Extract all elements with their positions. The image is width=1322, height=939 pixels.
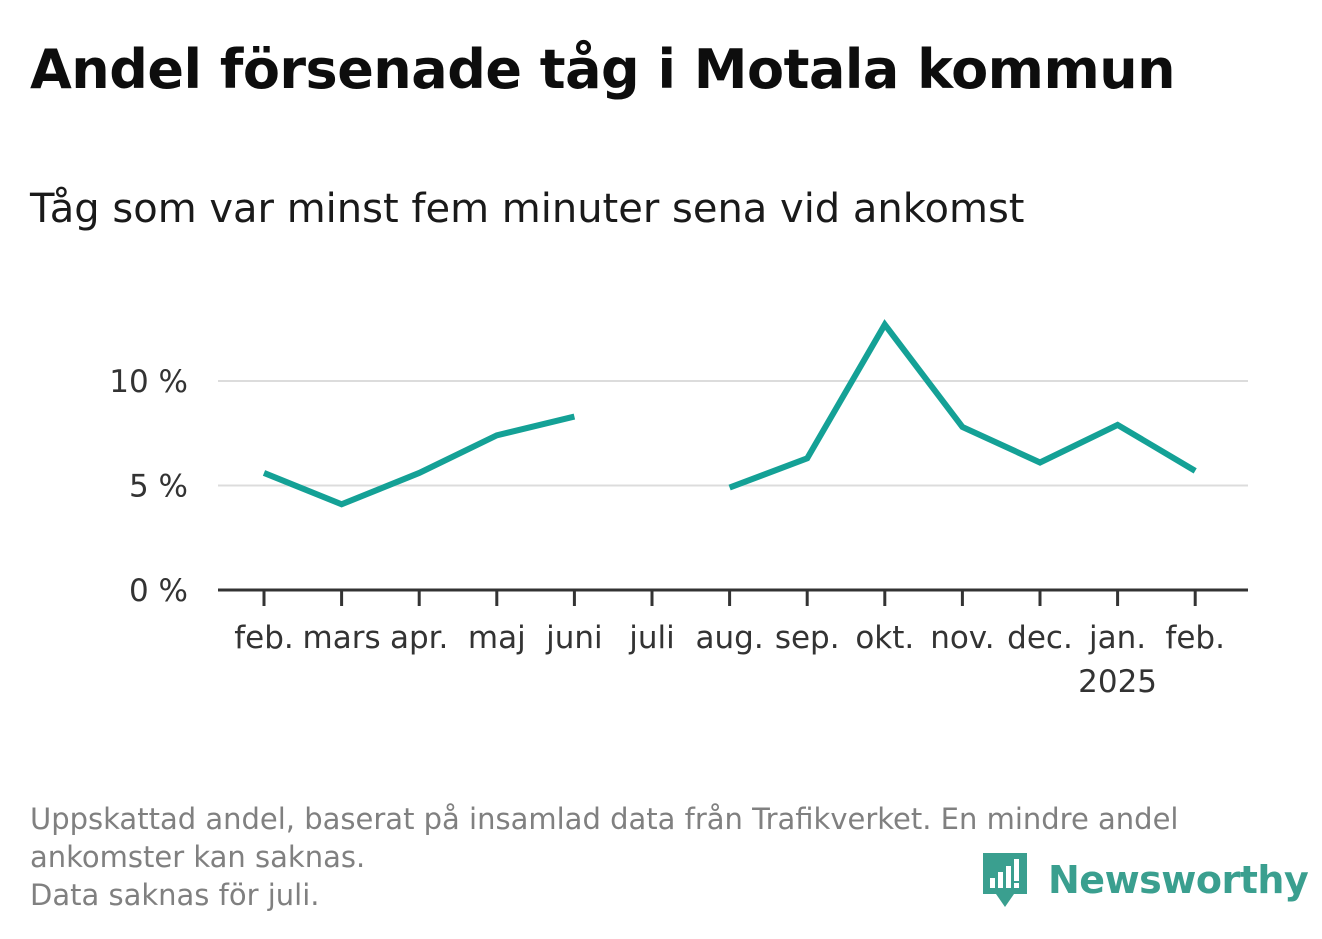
chart-title: Andel försenade tåg i Motala kommun	[30, 38, 1176, 101]
x-axis-tick-labels: feb. mars apr. maj juni juli aug. sep. okt. nov. d…	[234, 620, 1225, 700]
y-tick-label: 5 %	[129, 469, 188, 505]
x-tick-label: sep.	[775, 620, 840, 656]
newsworthy-logo-icon	[983, 853, 1027, 907]
x-tick-label: feb.	[234, 620, 294, 656]
x-tick-sublabel: 2025	[1078, 664, 1157, 700]
footnote-line: Uppskattad andel, baserat på insamlad da…	[30, 802, 1179, 836]
x-tick-label: okt.	[855, 620, 914, 656]
x-tick-label: jan.	[1088, 620, 1146, 656]
x-tick-label: maj	[468, 620, 526, 656]
series-lines	[262, 319, 1197, 508]
line-chart: 0 %5 %10 % feb. mars apr. maj juni juli aug. se…	[109, 319, 1248, 700]
x-tick-label: dec.	[1007, 620, 1073, 656]
x-tick-label: nov.	[930, 620, 994, 656]
y-axis-tick-labels: 0 % 5 % 10 %	[109, 364, 188, 609]
brand-logo: Newsworthy	[980, 848, 1309, 912]
x-tick-label: aug.	[696, 620, 764, 656]
x-tick-label: mars	[303, 620, 381, 656]
series-line-segment	[728, 319, 1197, 491]
brand-name: Newsworthy	[1048, 858, 1309, 902]
x-tick-label: juli	[628, 620, 675, 656]
footnote: Uppskattad andel, baserat på insamlad da…	[30, 800, 1290, 914]
series-line-segment	[262, 413, 576, 508]
y-tick-label: 10 %	[109, 364, 188, 400]
x-tick-label: apr.	[390, 620, 448, 656]
y-tick-label: 0 %	[129, 573, 188, 609]
x-tick-label: juni	[545, 620, 603, 656]
x-tick-label: feb.	[1165, 620, 1225, 656]
chart-subtitle: Tåg som var minst fem minuter sena vid a…	[30, 186, 1025, 232]
footnote-line: ankomster kan saknas.	[30, 840, 366, 874]
x-axis	[218, 588, 1248, 606]
footnote-line: Data saknas för juli.	[30, 878, 320, 912]
